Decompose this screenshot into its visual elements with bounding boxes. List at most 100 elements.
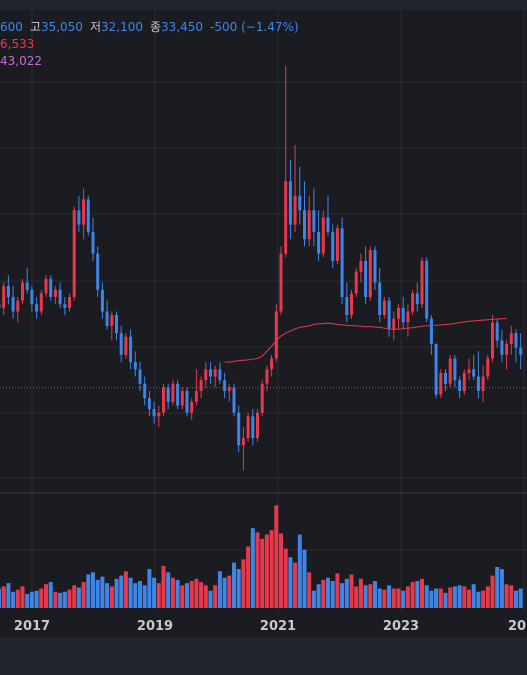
moving-average-line (224, 318, 507, 363)
volume-bar (382, 589, 387, 608)
volume-bar (358, 578, 363, 608)
candle-body (392, 318, 396, 330)
candle-body (21, 282, 24, 301)
volume-bar (227, 575, 232, 608)
volume-bar (1, 586, 6, 608)
volume-bar (274, 505, 279, 608)
candle-body (274, 311, 278, 359)
volume-bar (410, 582, 415, 608)
low-value: 32,100 (101, 20, 143, 34)
volume-bar (25, 593, 30, 608)
candle-body (100, 289, 104, 312)
volume-bar (405, 586, 410, 608)
bottom-toolbar-strip (0, 637, 527, 675)
volume-bar (279, 533, 283, 608)
candle-body (6, 286, 10, 297)
volume-bar (518, 588, 523, 608)
candle-body (77, 210, 81, 225)
volume-bar (467, 589, 471, 608)
x-tick-label: 2017 (14, 619, 50, 634)
volume-bar (217, 571, 222, 608)
candle-body (129, 336, 133, 363)
volume-bar (91, 572, 95, 608)
candle-body (199, 380, 203, 391)
candle-body (354, 271, 358, 294)
candle-body (429, 318, 433, 344)
candle-body (345, 297, 349, 316)
volume-bar (53, 591, 58, 608)
candle-body (476, 376, 480, 391)
candle-body (265, 369, 269, 384)
candle-body (152, 409, 156, 417)
candle-body (138, 369, 142, 384)
volume-bar (307, 572, 312, 608)
candle-body (359, 260, 363, 272)
candle-body (110, 315, 114, 326)
volume-bar (462, 586, 467, 608)
candle-body (171, 383, 175, 402)
volume-bar (180, 585, 185, 608)
volume-bar (326, 577, 330, 608)
volume-bar (133, 583, 138, 608)
candle-body (25, 282, 29, 290)
volume-bar (401, 590, 406, 608)
volume-bar (495, 566, 500, 608)
volume-bar (293, 562, 298, 608)
candle-body (166, 387, 170, 402)
candle-body (444, 372, 447, 384)
candle-body (415, 293, 419, 305)
volume-bar (330, 581, 335, 608)
close-value: 33,450 (161, 20, 204, 34)
volume-bar (166, 572, 171, 608)
candle-body (378, 282, 382, 316)
candle-body (63, 304, 67, 308)
volume-bar (283, 548, 288, 608)
volume-bar (11, 591, 16, 608)
candle-body (157, 412, 161, 417)
candle-body (119, 333, 123, 355)
volume-bar (213, 585, 218, 608)
volume-bar (67, 589, 72, 608)
candle-body (486, 358, 490, 377)
candles (0, 65, 523, 471)
volume-bar (396, 588, 401, 608)
volume-bar (119, 575, 124, 608)
volume-bar (509, 585, 514, 608)
candle-body (406, 311, 410, 323)
candle-body (143, 383, 147, 399)
candle-body (514, 333, 518, 348)
candle-body (68, 297, 71, 308)
candle-body (434, 344, 438, 395)
candle-body (505, 344, 509, 355)
candle-body (213, 369, 217, 377)
volume-bar (335, 573, 340, 608)
candle-body (307, 210, 311, 240)
volume-bar (152, 577, 157, 608)
volume-bars (0, 505, 523, 608)
volume-bar (142, 585, 147, 608)
candle-body (58, 289, 62, 305)
candle-body (39, 293, 43, 312)
volume-bar (29, 591, 34, 608)
volume-bar (39, 588, 44, 608)
volume-bar (349, 574, 354, 608)
volume-bar (241, 559, 246, 608)
volume-bar (311, 590, 316, 608)
volume-bar (76, 587, 81, 608)
volume-bar (0, 588, 1, 608)
candle-body (2, 286, 6, 308)
candle-body (124, 336, 128, 355)
volume-bar (147, 569, 152, 608)
candle-body (335, 228, 339, 261)
ma1-legend: 6,533 (0, 37, 34, 51)
candle-body (288, 181, 292, 225)
volume-bar (62, 591, 67, 608)
volume-bar (514, 590, 518, 608)
candle-body (373, 250, 377, 283)
candle-body (491, 322, 494, 359)
volume-bar (170, 577, 175, 608)
top-toolbar-strip (0, 0, 527, 10)
candle-body (420, 260, 424, 305)
